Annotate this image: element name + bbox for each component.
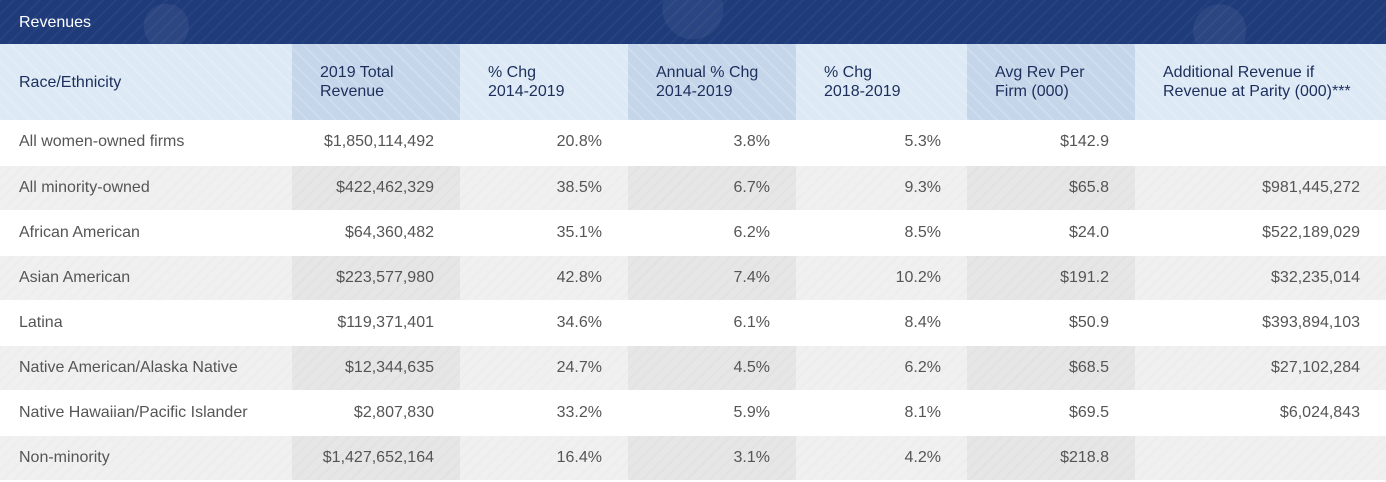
avg-rev-per-firm-cell: $218.8 — [967, 435, 1135, 481]
header-label-line: Annual % Chg — [656, 64, 759, 81]
pct-chg-2014-2019-cell: 38.5% — [460, 165, 628, 211]
header-label-line: 2014-2019 — [656, 83, 733, 100]
pct-chg-2018-2019-cell: 8.5% — [796, 210, 967, 256]
pct-chg-2014-2019-cell: 20.8% — [460, 120, 628, 166]
annual-pct-chg-cell: 3.1% — [628, 435, 796, 481]
header-pct-chg-2018-2019: % Chg 2018-2019 — [796, 44, 967, 120]
table-row: Latina $119,371,401 34.6% 6.1% 8.4% $50.9 $393… — [0, 300, 1386, 346]
total-revenue-cell: $1,850,114,492 — [292, 120, 460, 166]
race-ethnicity-cell: Native Hawaiian/Pacific Islander — [0, 390, 292, 436]
table-row: Asian American $223,577,980 42.8% 7.4% 10.2%… — [0, 255, 1386, 301]
annual-pct-chg-cell: 5.9% — [628, 390, 796, 436]
avg-rev-per-firm-cell: $68.5 — [967, 345, 1135, 391]
pct-chg-2014-2019-cell: 42.8% — [460, 255, 628, 301]
pct-chg-2018-2019-cell: 4.2% — [796, 435, 967, 481]
pct-chg-2018-2019-cell: 6.2% — [796, 345, 967, 391]
annual-pct-chg-cell: 6.7% — [628, 165, 796, 211]
header-label-line: Revenue at Parity (000)*** — [1163, 83, 1351, 100]
table-row: Native Hawaiian/Pacific Islander $2,807,8… — [0, 390, 1386, 436]
annual-pct-chg-cell: 3.8% — [628, 120, 796, 166]
header-label-line: Avg Rev Per — [995, 64, 1085, 81]
pct-chg-2018-2019-cell: 8.1% — [796, 390, 967, 436]
additional-revenue-cell: $6,024,843 — [1135, 390, 1386, 436]
additional-revenue-cell — [1135, 120, 1386, 166]
total-revenue-cell: $422,462,329 — [292, 165, 460, 211]
additional-revenue-cell: $27,102,284 — [1135, 345, 1386, 391]
pct-chg-2018-2019-cell: 8.4% — [796, 300, 967, 346]
table-row: All minority-owned $422,462,329 38.5% 6.7% 9… — [0, 165, 1386, 211]
header-label-line: 2019 Total — [320, 64, 394, 81]
table-row: All women-owned firms $1,850,114,492 20.8%… — [0, 120, 1386, 166]
annual-pct-chg-cell: 6.1% — [628, 300, 796, 346]
total-revenue-cell: $12,344,635 — [292, 345, 460, 391]
header-label-line: Firm (000) — [995, 83, 1069, 100]
race-ethnicity-cell: African American — [0, 210, 292, 256]
table-row: African American $64,360,482 35.1% 6.2% 8.5%… — [0, 210, 1386, 256]
avg-rev-per-firm-cell: $24.0 — [967, 210, 1135, 256]
header-label-line: Additional Revenue if — [1163, 64, 1315, 81]
header-total-revenue: 2019 Total Revenue — [292, 44, 460, 120]
avg-rev-per-firm-cell: $69.5 — [967, 390, 1135, 436]
pct-chg-2018-2019-cell: 10.2% — [796, 255, 967, 301]
table-row: Native American/Alaska Native $12,344,635… — [0, 345, 1386, 391]
total-revenue-cell: $1,427,652,164 — [292, 435, 460, 481]
header-additional-revenue: Additional Revenue if Revenue at Parity (… — [1135, 44, 1386, 120]
race-ethnicity-cell: Latina — [0, 300, 292, 346]
race-ethnicity-cell: Asian American — [0, 255, 292, 301]
header-label-line: Revenue — [320, 83, 385, 100]
header-label-line: Race/Ethnicity — [19, 73, 122, 91]
annual-pct-chg-cell: 6.2% — [628, 210, 796, 256]
avg-rev-per-firm-cell: $191.2 — [967, 255, 1135, 301]
header-label-line: 2018-2019 — [824, 83, 901, 100]
pct-chg-2014-2019-cell: 16.4% — [460, 435, 628, 481]
header-row: Race/Ethnicity 2019 Total Revenue % Chg 20… — [0, 44, 1386, 120]
avg-rev-per-firm-cell: $50.9 — [967, 300, 1135, 346]
header-avg-rev-per-firm: Avg Rev Per Firm (000) — [967, 44, 1135, 120]
header-label-line: % Chg — [488, 64, 537, 81]
header-label-line: 2014-2019 — [488, 83, 565, 100]
header-annual-pct-chg: Annual % Chg 2014-2019 — [628, 44, 796, 120]
additional-revenue-cell — [1135, 435, 1386, 481]
table-row: Non-minority $1,427,652,164 16.4% 3.1% 4.2% $… — [0, 435, 1386, 481]
total-revenue-cell: $223,577,980 — [292, 255, 460, 301]
avg-rev-per-firm-cell: $142.9 — [967, 120, 1135, 166]
race-ethnicity-cell: All minority-owned — [0, 165, 292, 211]
revenues-table: Race/Ethnicity 2019 Total Revenue % Chg 20… — [0, 44, 1386, 481]
additional-revenue-cell: $522,189,029 — [1135, 210, 1386, 256]
pct-chg-2018-2019-cell: 5.3% — [796, 120, 967, 166]
additional-revenue-cell: $393,894,103 — [1135, 300, 1386, 346]
annual-pct-chg-cell: 7.4% — [628, 255, 796, 301]
race-ethnicity-cell: All women-owned firms — [0, 120, 292, 166]
table-title: Revenues — [0, 0, 1386, 44]
pct-chg-2014-2019-cell: 34.6% — [460, 300, 628, 346]
pct-chg-2018-2019-cell: 9.3% — [796, 165, 967, 211]
total-revenue-cell: $64,360,482 — [292, 210, 460, 256]
pct-chg-2014-2019-cell: 33.2% — [460, 390, 628, 436]
race-ethnicity-cell: Non-minority — [0, 435, 292, 481]
race-ethnicity-cell: Native American/Alaska Native — [0, 345, 292, 391]
header-label-line: % Chg — [824, 64, 873, 81]
header-pct-chg-2014-2019: % Chg 2014-2019 — [460, 44, 628, 120]
header-race-ethnicity: Race/Ethnicity — [0, 44, 292, 120]
additional-revenue-cell: $32,235,014 — [1135, 255, 1386, 301]
pct-chg-2014-2019-cell: 35.1% — [460, 210, 628, 256]
total-revenue-cell: $119,371,401 — [292, 300, 460, 346]
pct-chg-2014-2019-cell: 24.7% — [460, 345, 628, 391]
total-revenue-cell: $2,807,830 — [292, 390, 460, 436]
avg-rev-per-firm-cell: $65.8 — [967, 165, 1135, 211]
additional-revenue-cell: $981,445,272 — [1135, 165, 1386, 211]
annual-pct-chg-cell: 4.5% — [628, 345, 796, 391]
